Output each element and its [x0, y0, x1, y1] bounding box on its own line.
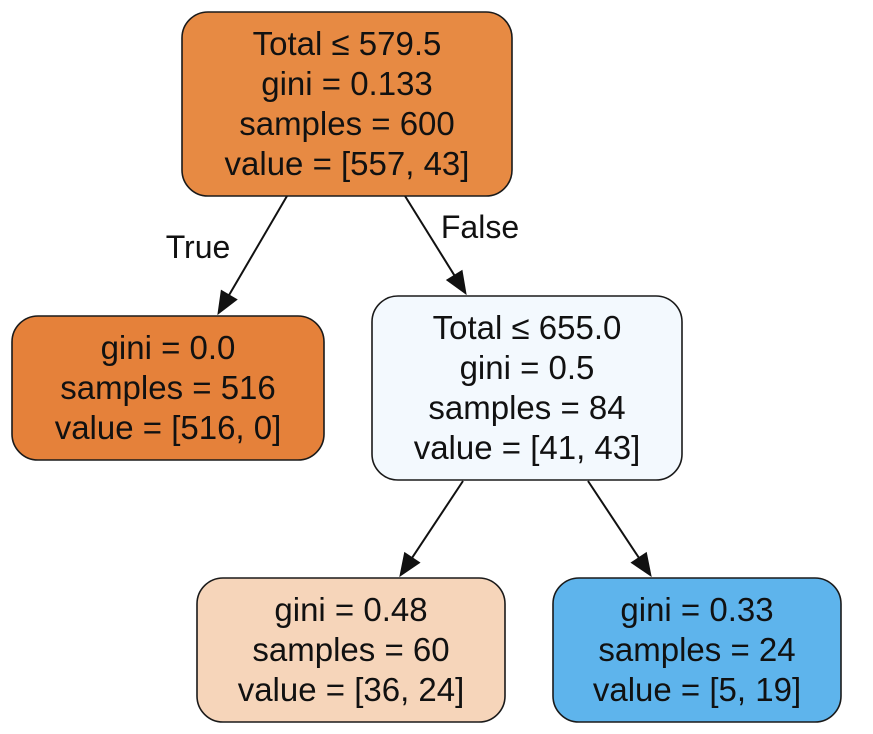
node-line: value = [41, 43]	[414, 429, 641, 466]
node-box	[371, 295, 683, 481]
node-line: samples = 516	[60, 369, 276, 406]
node-line: value = [5, 19]	[593, 671, 801, 708]
node-box	[196, 577, 506, 723]
node-box	[552, 577, 842, 723]
tree-edge-root-to-left-leaf: True	[166, 195, 288, 316]
edge-line	[587, 480, 640, 559]
node-line: Total ≤ 655.0	[433, 309, 622, 346]
node-line: value = [516, 0]	[55, 409, 282, 446]
arrow-head-icon	[630, 551, 652, 578]
tree-edge-right-split-to-bottom-right-leaf	[587, 480, 652, 578]
node-line: value = [36, 24]	[238, 671, 465, 708]
node-line: samples = 24	[598, 631, 795, 668]
node-line: samples = 84	[428, 389, 625, 426]
edge-line	[411, 480, 464, 559]
node-line: samples = 60	[252, 631, 449, 668]
arrow-head-icon	[217, 289, 238, 316]
node-line: gini = 0.48	[274, 591, 427, 628]
tree-edge-root-to-right-split: False	[404, 195, 519, 296]
node-box	[181, 11, 513, 197]
arrow-head-icon	[399, 551, 421, 578]
edge-label: True	[166, 229, 231, 265]
node-line: gini = 0.0	[101, 329, 236, 366]
edge-label: False	[441, 209, 519, 245]
edge-line	[228, 195, 288, 296]
node-line: samples = 600	[239, 105, 455, 142]
edges-layer: True False	[166, 195, 652, 578]
node-box	[11, 315, 325, 461]
node-line: gini = 0.133	[261, 65, 433, 102]
tree-edge-right-split-to-bottom-left-leaf	[399, 480, 464, 578]
node-line: value = [557, 43]	[225, 145, 470, 182]
arrow-head-icon	[445, 269, 467, 296]
edge-line	[404, 195, 456, 276]
node-line: Total ≤ 579.5	[253, 25, 442, 62]
node-line: gini = 0.5	[460, 349, 595, 386]
node-line: gini = 0.33	[620, 591, 773, 628]
